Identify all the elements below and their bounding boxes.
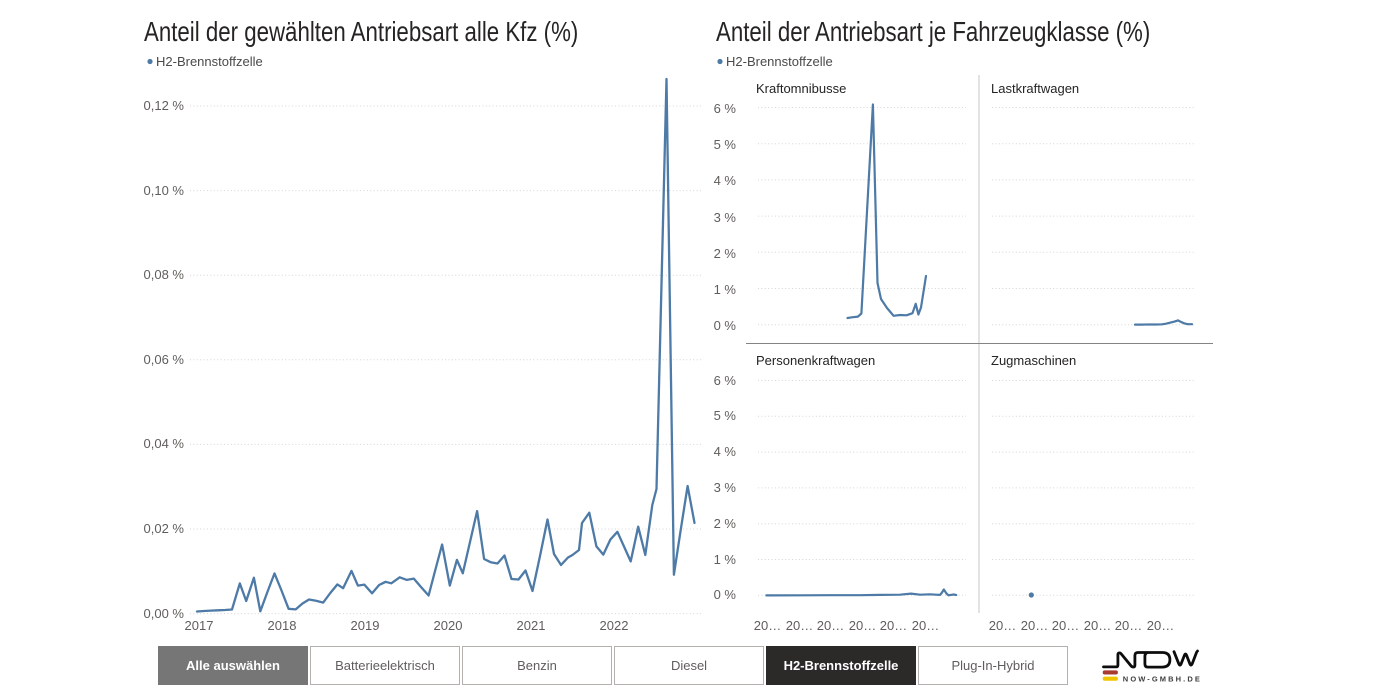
svg-text:NOW-GMBH.DE: NOW-GMBH.DE: [1123, 675, 1202, 684]
